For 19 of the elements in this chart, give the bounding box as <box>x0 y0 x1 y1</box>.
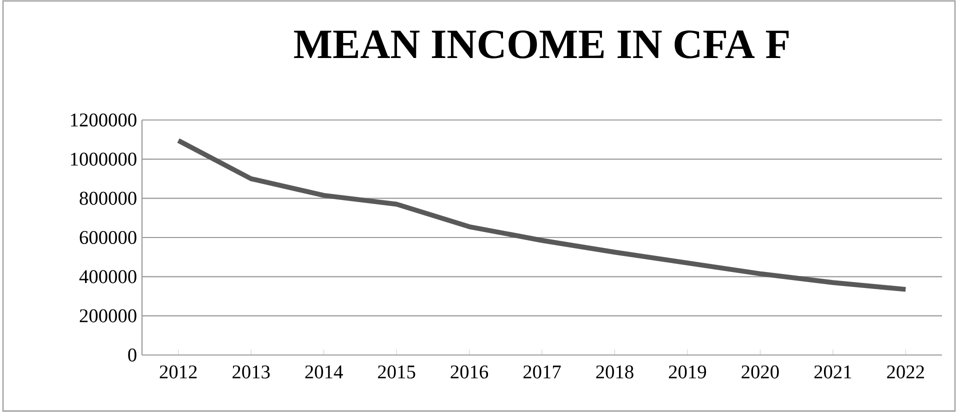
y-tick-label: 800000 <box>80 192 136 205</box>
y-tick-label: 400000 <box>79 270 136 284</box>
x-tick-label: 2021 <box>814 365 852 378</box>
x-tick-label: 2019 <box>668 365 706 378</box>
y-tick-label: 200000 <box>80 309 136 322</box>
x-tick-label: 2013 <box>232 365 270 378</box>
x-tick-label: 2020 <box>742 365 779 378</box>
y-tick-label: 1200000 <box>71 113 136 127</box>
x-tick-label: 2018 <box>596 365 634 378</box>
y-tick-label: 1000000 <box>71 152 136 166</box>
y-tick-label: 0 <box>128 348 136 362</box>
x-tick-label: 2015 <box>378 365 416 378</box>
x-tick-label: 2022 <box>887 365 924 378</box>
x-tick-label: 2017 <box>523 365 561 378</box>
x-tick-label: 2014 <box>305 365 343 378</box>
x-tick-label: 2016 <box>450 365 488 378</box>
y-tick-label: 600000 <box>80 230 136 244</box>
x-tick-label: 2012 <box>160 365 197 378</box>
chart-title: MEAN INCOME IN CFA F <box>294 30 789 58</box>
